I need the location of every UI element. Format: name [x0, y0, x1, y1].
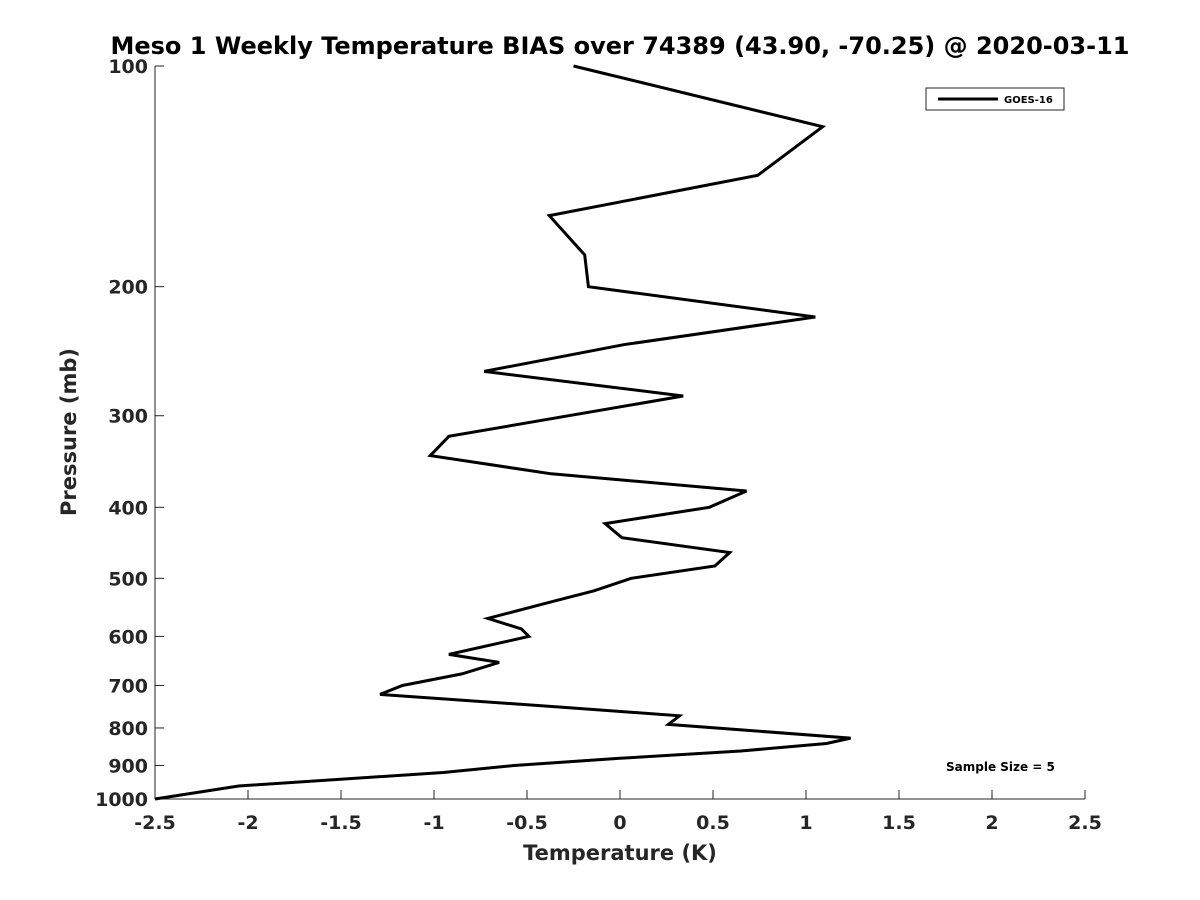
sample-size-annotation: Sample Size = 5 [946, 760, 1055, 774]
chart-title: Meso 1 Weekly Temperature BIAS over 7438… [110, 32, 1129, 60]
x-tick-label: -1.5 [320, 812, 362, 834]
x-tick-label: 0.5 [696, 812, 730, 834]
legend: GOES-16 [925, 87, 1065, 111]
x-tick-label: -0.5 [506, 812, 548, 834]
y-tick-label: 400 [108, 497, 148, 519]
x-tick-label: -2.5 [134, 812, 176, 834]
y-ticks: 100 200 300 400 500 600 700 800 900 1000 [95, 56, 164, 811]
y-tick-label: 300 [108, 406, 148, 428]
y-tick-label: 700 [108, 675, 148, 697]
legend-label-goes-16: GOES-16 [1004, 95, 1053, 106]
y-axis-label: Pressure (mb) [57, 348, 81, 516]
x-tick-label: -2 [237, 812, 258, 834]
series-layer [154, 64, 851, 801]
x-ticks: -2.5 -2 -1.5 -1 -0.5 0 0.5 1 1.5 2 2.5 [134, 790, 1102, 834]
y-tick-label: 1000 [95, 789, 148, 811]
series-line-goes-16 [154, 64, 851, 801]
x-tick-label: 0 [613, 812, 626, 834]
y-tick-label: 900 [108, 755, 148, 777]
x-tick-label: 2.5 [1068, 812, 1102, 834]
x-axis-label: Temperature (K) [523, 841, 717, 865]
y-tick-label: 200 [108, 277, 148, 299]
y-tick-label: 600 [108, 626, 148, 648]
x-tick-label: 2 [985, 812, 998, 834]
y-tick-label: 100 [108, 56, 148, 78]
x-tick-label: 1 [799, 812, 812, 834]
y-tick-label: 500 [108, 568, 148, 590]
x-tick-label: -1 [423, 812, 444, 834]
y-tick-label: 800 [108, 718, 148, 740]
axes-frame [154, 66, 1085, 800]
x-tick-label: 1.5 [882, 812, 916, 834]
